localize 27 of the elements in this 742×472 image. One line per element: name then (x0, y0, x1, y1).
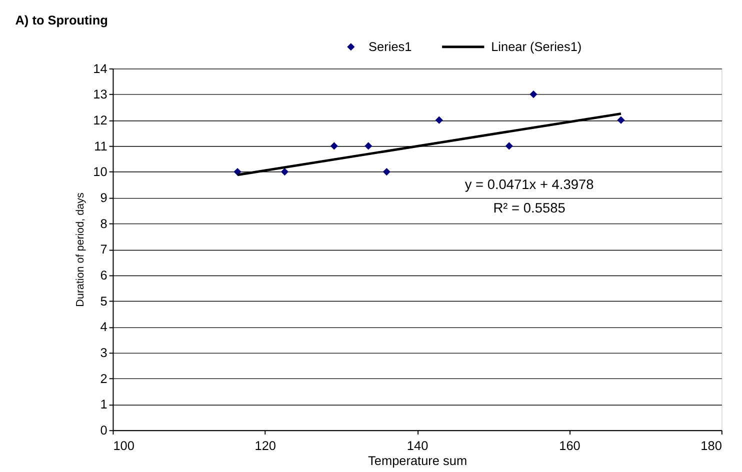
x-tick-label: 160 (559, 438, 580, 454)
y-tick-label: 0 (100, 422, 108, 438)
chart-title: A) to Sprouting (15, 12, 108, 28)
annotation: y = 0.0471x + 4.3978 (464, 177, 594, 192)
legend-label: Series1 (368, 38, 412, 54)
x-tick-label: 100 (113, 438, 134, 454)
y-tick-label: 7 (100, 242, 108, 257)
y-tick-label: 1 (100, 396, 108, 412)
y-tick-label: 2 (100, 370, 108, 386)
y-tick-label: 14 (93, 60, 108, 76)
legend-label: Linear (Series1) (491, 38, 582, 54)
y-tick-label: 6 (100, 268, 108, 283)
y-tick-label: 4 (100, 319, 108, 334)
y-tick-label: 10 (93, 164, 108, 180)
x-tick-label: 180 (700, 438, 722, 454)
x-tick-label: 140 (406, 438, 428, 454)
x-tick-label: 120 (254, 438, 276, 454)
y-tick-label: 3 (100, 345, 108, 360)
y-tick-label: 5 (100, 293, 108, 308)
y-tick-label: 12 (93, 112, 108, 128)
x-axis-title: Temperature sum (368, 452, 468, 468)
y-tick-label: 13 (93, 86, 108, 102)
y-tick-label: 9 (100, 190, 108, 206)
y-tick-label: 8 (100, 216, 108, 231)
y-axis-title: Duration of period, days (74, 192, 86, 307)
annotation: R² = 0.5585 (493, 200, 566, 216)
y-tick-label: 11 (94, 138, 108, 154)
